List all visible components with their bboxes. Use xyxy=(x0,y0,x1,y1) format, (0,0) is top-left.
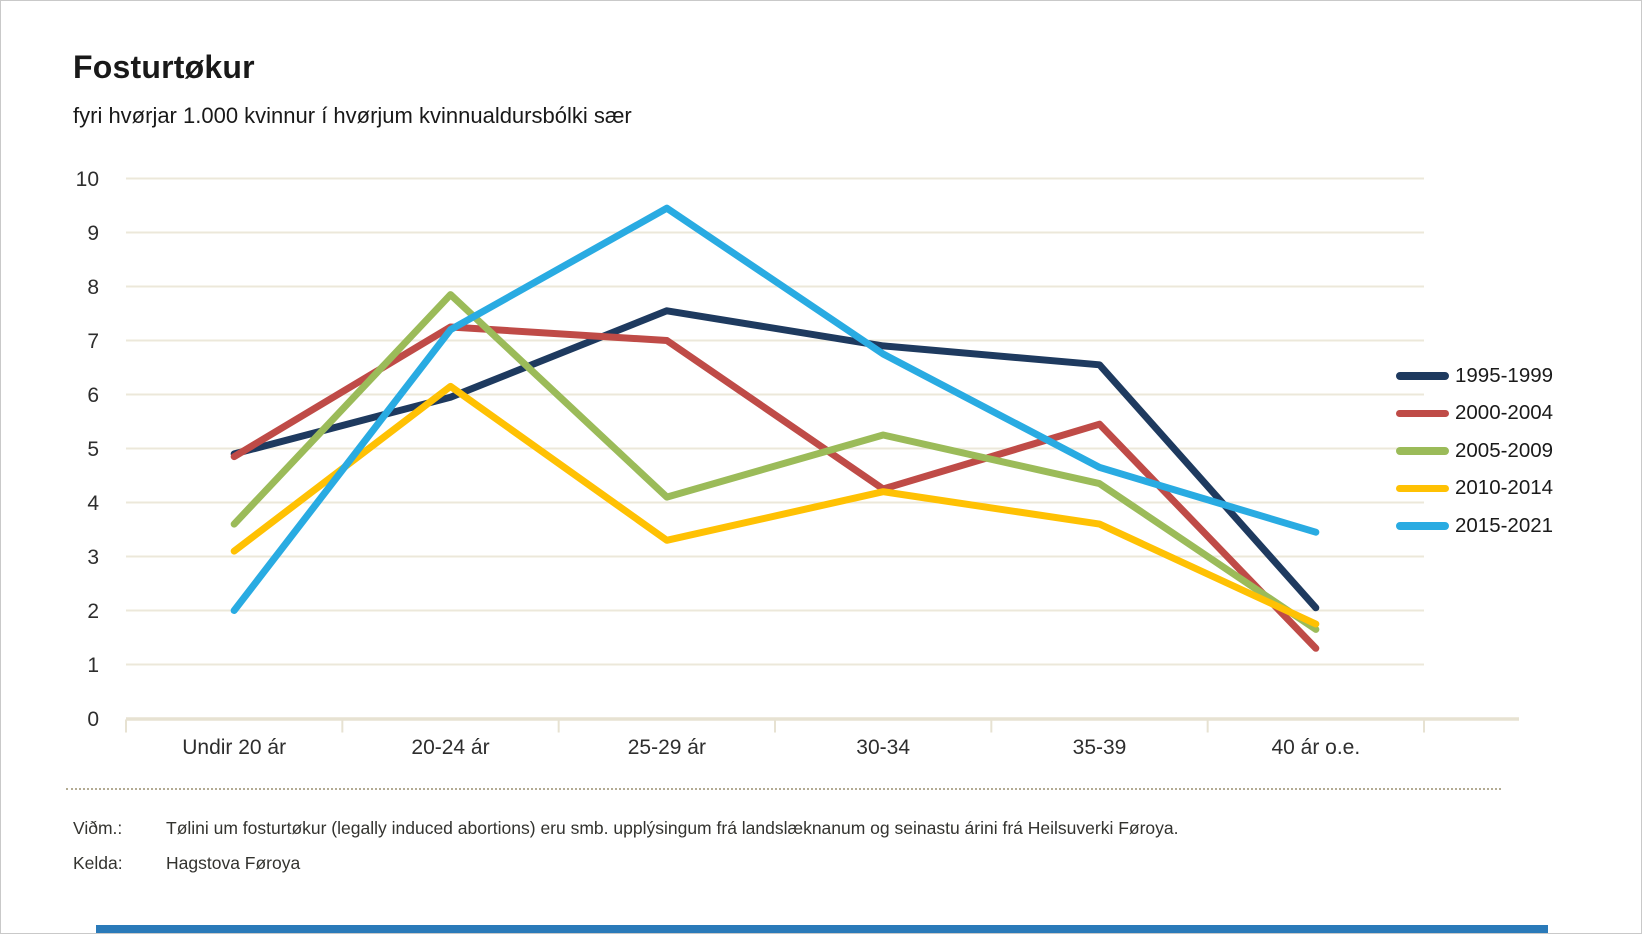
y-axis-label: 8 xyxy=(87,276,99,299)
series-line-2010-2014 xyxy=(230,382,1320,628)
y-axis-label: 10 xyxy=(76,168,99,191)
legend-item-2005-2009[interactable]: 2005-2009 xyxy=(1396,432,1553,470)
source-text: Hagstova Føroya xyxy=(166,853,301,873)
x-axis-label: 30-34 xyxy=(856,736,910,759)
legend-item-1995-1999[interactable]: 1995-1999 xyxy=(1396,357,1553,395)
legend-label: 2010-2014 xyxy=(1455,476,1554,500)
y-axis-label: 3 xyxy=(87,546,99,569)
legend-swatch-icon xyxy=(1396,522,1449,530)
legend-swatch-icon xyxy=(1396,447,1449,455)
y-axis-label: 9 xyxy=(87,222,99,245)
legend-swatch-icon xyxy=(1396,372,1449,380)
chart-subtitle: fyri hvørjar 1.000 kvinnur í hvørjum kvi… xyxy=(73,103,632,128)
x-axis-label: 20-24 ár xyxy=(411,736,489,759)
series-line-2000-2004 xyxy=(230,323,1320,652)
source-row: Kelda: Hagstova Føroya xyxy=(73,853,300,874)
footnote-text: Tølini um fosturtøkur (legally induced a… xyxy=(166,818,1179,838)
x-axis-label: Undir 20 ár xyxy=(182,736,286,759)
page-title: Fosturtøkur xyxy=(73,49,255,85)
legend-swatch-icon xyxy=(1396,409,1449,418)
footer-separator xyxy=(66,788,1501,790)
series-line-2005-2009 xyxy=(230,291,1320,633)
y-axis-label: 6 xyxy=(87,384,99,407)
legend-item-2010-2014[interactable]: 2010-2014 xyxy=(1396,470,1553,508)
y-axis-label: 1 xyxy=(87,654,99,677)
chart-legend: 1995-1999 2000-2004 2005-2009 2010-2014 2015… xyxy=(1396,357,1553,545)
x-axis-label: 40 ár o.e. xyxy=(1271,736,1360,759)
y-axis-label: 2 xyxy=(87,600,99,623)
y-axis-label: 5 xyxy=(87,438,99,461)
series-line-1995-1999 xyxy=(230,307,1320,612)
footnote-row: Viðm.: Tølini um fosturtøkur (legally ind… xyxy=(73,818,1179,839)
legend-label: 2005-2009 xyxy=(1455,438,1554,462)
y-axis-label: 7 xyxy=(87,330,99,353)
footnote-label: Viðm.: xyxy=(73,818,123,838)
y-axis-label: 0 xyxy=(87,708,99,731)
bottom-accent-bar xyxy=(96,925,1548,933)
series-line-2015-2021 xyxy=(230,204,1320,614)
x-axis-label: 25-29 ár xyxy=(628,736,706,759)
legend-item-2015-2021[interactable]: 2015-2021 xyxy=(1396,507,1553,545)
legend-swatch-icon xyxy=(1396,484,1449,493)
x-axis-label: 35-39 xyxy=(1073,736,1127,759)
source-label: Kelda: xyxy=(73,853,123,873)
legend-label: 1995-1999 xyxy=(1455,363,1554,387)
legend-item-2000-2004[interactable]: 2000-2004 xyxy=(1396,395,1553,433)
legend-label: 2015-2021 xyxy=(1455,513,1554,537)
y-axis-label: 4 xyxy=(87,492,99,515)
legend-label: 2000-2004 xyxy=(1455,401,1554,425)
